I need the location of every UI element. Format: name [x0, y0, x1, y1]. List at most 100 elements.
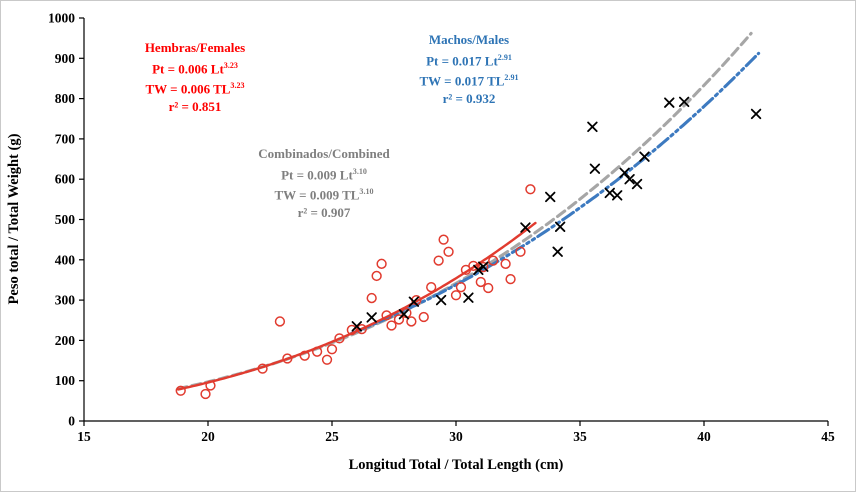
data-point-x	[678, 96, 690, 108]
axes	[79, 17, 829, 426]
data-point-x	[473, 264, 484, 276]
data-point-circle	[455, 282, 467, 293]
data-point-x	[589, 163, 601, 174]
data-point-x	[545, 191, 556, 203]
data-point-circle	[376, 258, 387, 269]
equation-text: Pt = 0.006 Lt	[152, 60, 224, 76]
svg-text:400: 400	[55, 252, 76, 267]
data-point-x	[612, 190, 623, 201]
data-point-x	[664, 97, 675, 108]
data-point-x	[398, 309, 410, 320]
data-point-circle	[200, 388, 211, 400]
equation-exponent: 3.23	[223, 60, 238, 70]
svg-text:30: 30	[449, 429, 463, 444]
annotation-males-eq2: TW = 0.017 TL2.91	[419, 69, 518, 90]
data-point-circle	[488, 255, 499, 266]
svg-text:100: 100	[55, 373, 76, 388]
equation-exponent: 2.91	[504, 73, 519, 83]
data-point-x	[351, 321, 362, 332]
y-axis-title: Peso total / Total Weight (g)	[6, 133, 22, 305]
annotation-males: Machos/Males Pt = 0.017 Lt2.91 TW = 0.01…	[419, 31, 518, 108]
equation-exponent: 3.10	[352, 166, 367, 176]
annotation-combined-title: Combinados/Combined	[258, 146, 390, 161]
svg-text:25: 25	[325, 429, 339, 444]
data-point-circle	[393, 314, 405, 325]
data-point-circle	[450, 290, 462, 301]
svg-text:600: 600	[55, 172, 76, 187]
annotation-combined: Combinados/Combined Pt = 0.009 Lt3.10 TW…	[258, 145, 389, 222]
svg-text:700: 700	[55, 131, 76, 146]
data-point-circle	[438, 234, 449, 245]
data-point-circle	[468, 260, 479, 271]
annotation-males-title: Machos/Males	[428, 32, 510, 47]
data-point-x	[624, 174, 635, 185]
data-point-circle	[443, 246, 454, 257]
equation-text: TW = 0.006 TL	[145, 81, 231, 97]
data-point-x	[435, 294, 447, 306]
data-point-circle	[366, 292, 377, 304]
data-point-x	[639, 151, 650, 162]
data-point-x	[408, 296, 420, 307]
svg-text:300: 300	[55, 293, 76, 308]
data-point-circle	[515, 246, 526, 257]
data-point-circle	[406, 316, 417, 327]
svg-text:20: 20	[201, 429, 215, 444]
annotation-combined-eq1: Pt = 0.009 Lt3.10	[258, 163, 389, 184]
data-point-circle	[311, 346, 323, 357]
data-point-circle	[334, 333, 345, 344]
equation-text: Pt = 0.009 Lt	[281, 166, 353, 182]
data-point-x	[604, 187, 615, 199]
data-point-circle	[274, 316, 286, 327]
svg-text:900: 900	[55, 51, 76, 66]
series-hembras-females	[175, 184, 536, 400]
data-point-circle	[505, 273, 516, 285]
data-point-x	[619, 167, 630, 178]
data-point-circle	[257, 363, 268, 374]
equation-text: TW = 0.017 TL	[419, 73, 505, 89]
data-point-x	[463, 292, 474, 303]
fit-curve-hembras-females	[177, 221, 537, 391]
svg-text:35: 35	[573, 429, 587, 444]
data-point-circle	[282, 353, 293, 364]
svg-text:15: 15	[77, 429, 91, 444]
data-point-circle	[326, 344, 338, 355]
data-point-circle	[299, 350, 310, 361]
annotation-females-title: Hembras/Females	[144, 40, 246, 55]
equation-text: TW = 0.009 TL	[274, 187, 360, 203]
data-point-circle	[175, 385, 186, 396]
svg-text:200: 200	[55, 333, 76, 348]
data-point-circle	[346, 324, 357, 336]
data-point-x	[554, 221, 566, 232]
equation-exponent: 3.10	[359, 187, 374, 197]
equation-exponent: 2.91	[497, 52, 512, 62]
fit-curve-machos-males	[350, 51, 761, 335]
data-point-circle	[426, 282, 437, 293]
equation-exponent: 3.23	[230, 81, 245, 91]
data-point-circle	[371, 270, 382, 282]
data-point-circle	[356, 323, 367, 335]
svg-text:800: 800	[55, 91, 76, 106]
data-point-circle	[500, 258, 511, 269]
equation-text: Pt = 0.017 Lt	[426, 52, 498, 68]
data-point-circle	[321, 354, 333, 365]
annotation-combined-eq2: TW = 0.009 TL3.10	[258, 183, 389, 204]
x-axis-title: Longitud Total / Total Length (cm)	[348, 457, 564, 473]
data-point-circle	[475, 276, 486, 288]
data-point-circle	[483, 282, 494, 294]
data-point-circle	[525, 184, 536, 195]
tick-labels: 15 20 25 30 35 40 45 0 100 200 300 400 500 600 700 800 9…	[48, 11, 835, 445]
data-point-x	[520, 222, 531, 233]
data-point-x	[478, 261, 489, 272]
annotation-females-eq1: Pt = 0.006 Lt3.23	[145, 57, 245, 78]
data-point-x	[366, 312, 377, 323]
data-point-circle	[386, 320, 397, 331]
svg-text:500: 500	[55, 212, 76, 227]
series-machos-males	[351, 96, 762, 332]
data-point-circle	[433, 255, 444, 266]
data-point-x	[631, 178, 643, 190]
annotation-females: Hembras/Females Pt = 0.006 Lt3.23 TW = 0…	[145, 39, 245, 116]
data-point-circle	[205, 380, 216, 391]
svg-text:40: 40	[697, 429, 711, 444]
annotation-males-eq1: Pt = 0.017 Lt2.91	[419, 49, 518, 70]
